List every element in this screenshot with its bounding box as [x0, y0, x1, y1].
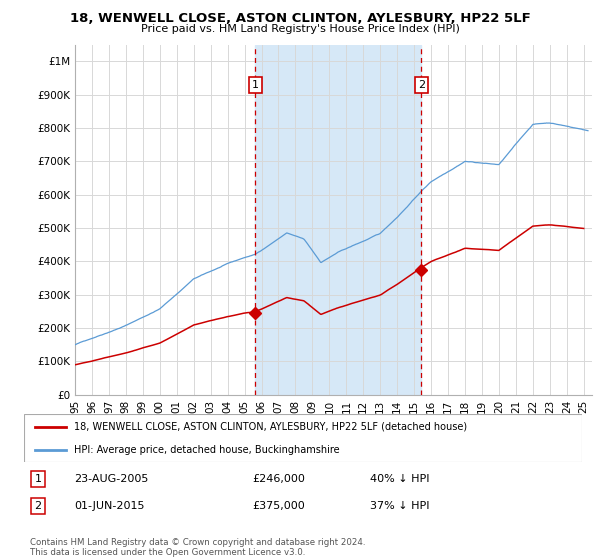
Text: 23-AUG-2005: 23-AUG-2005 — [74, 474, 149, 484]
Text: 40% ↓ HPI: 40% ↓ HPI — [370, 474, 430, 484]
Text: 18, WENWELL CLOSE, ASTON CLINTON, AYLESBURY, HP22 5LF: 18, WENWELL CLOSE, ASTON CLINTON, AYLESB… — [70, 12, 530, 25]
Text: HPI: Average price, detached house, Buckinghamshire: HPI: Average price, detached house, Buck… — [74, 445, 340, 455]
Bar — [256, 45, 421, 395]
Text: 18, WENWELL CLOSE, ASTON CLINTON, AYLESBURY, HP22 5LF (detached house): 18, WENWELL CLOSE, ASTON CLINTON, AYLESB… — [74, 422, 467, 432]
Text: 1: 1 — [34, 474, 41, 484]
Text: £375,000: £375,000 — [253, 501, 305, 511]
Text: 2: 2 — [34, 501, 41, 511]
Text: 2: 2 — [418, 80, 425, 90]
Text: 1: 1 — [252, 80, 259, 90]
Text: 37% ↓ HPI: 37% ↓ HPI — [370, 501, 430, 511]
Text: Price paid vs. HM Land Registry's House Price Index (HPI): Price paid vs. HM Land Registry's House … — [140, 24, 460, 34]
Text: Contains HM Land Registry data © Crown copyright and database right 2024.
This d: Contains HM Land Registry data © Crown c… — [29, 538, 365, 557]
Text: 01-JUN-2015: 01-JUN-2015 — [74, 501, 145, 511]
Text: £246,000: £246,000 — [253, 474, 305, 484]
